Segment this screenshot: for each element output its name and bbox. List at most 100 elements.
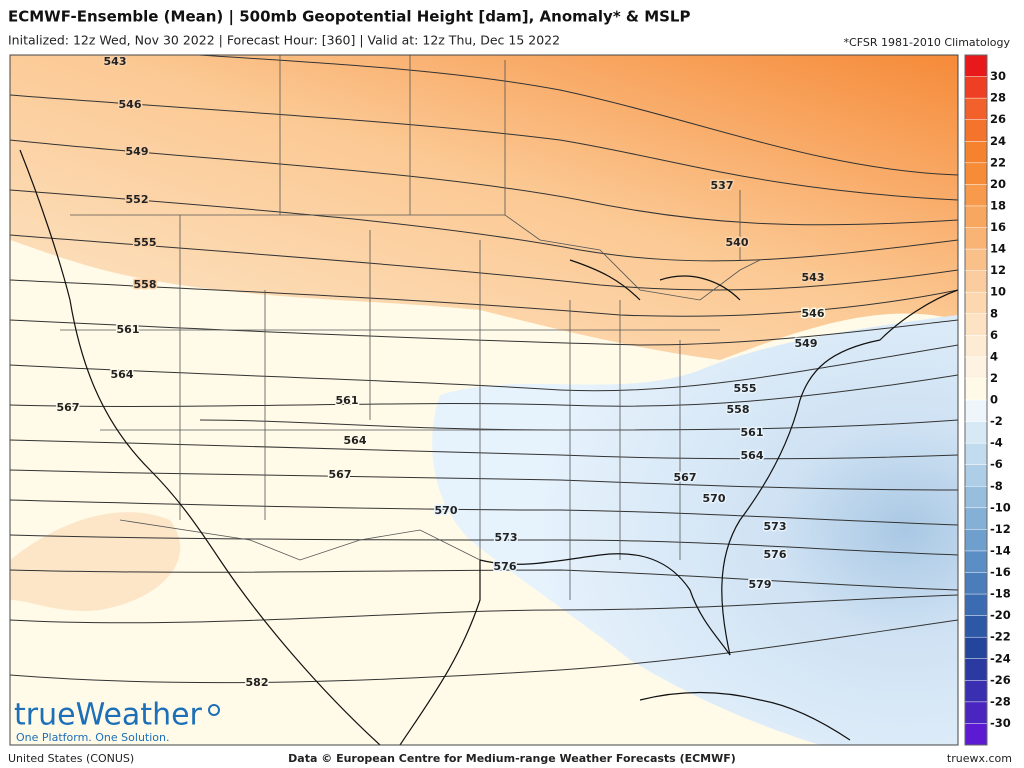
colorbar-label: 8: [990, 306, 998, 320]
contour-label: 558: [727, 403, 750, 416]
contour-label: 564: [111, 368, 134, 381]
colorbar-label: -10: [990, 500, 1011, 514]
colorbar-cell: [965, 443, 987, 466]
colorbar-label: -30: [990, 716, 1011, 730]
colorbar-cell: [965, 507, 987, 530]
colorbar-label: -8: [990, 479, 1003, 493]
contour-label: 567: [57, 401, 80, 414]
colorbar-label: 16: [990, 220, 1006, 234]
colorbar-cell: [965, 550, 987, 573]
contour-label: 561: [117, 323, 140, 336]
footer-credit: Data © European Centre for Medium-range …: [288, 752, 736, 765]
contour-label: 543: [104, 55, 127, 68]
contour-label: 564: [344, 434, 367, 447]
contour-label: 573: [495, 531, 518, 544]
colorbar-cell: [965, 701, 987, 724]
contour-label: 543: [802, 271, 825, 284]
contour-label: 549: [795, 337, 818, 350]
colorbar-cell: [965, 400, 987, 423]
contour-label: 576: [494, 560, 517, 573]
colorbar-cell: [965, 378, 987, 401]
colorbar-label: 10: [990, 285, 1006, 299]
colorbar-cell: [965, 270, 987, 293]
logo-name: trueWeather: [14, 698, 203, 733]
colorbar-cell: [965, 594, 987, 617]
colorbar-cell: [965, 313, 987, 336]
colorbar-label: 14: [990, 242, 1006, 256]
contour-label: 549: [126, 145, 149, 158]
colorbar-label: -2: [990, 414, 1003, 428]
colorbar-label: -4: [990, 436, 1003, 450]
logo-mark: [208, 704, 220, 716]
logo: trueWeather One Platform. One Solution.: [14, 698, 220, 744]
colorbar-label: -6: [990, 457, 1003, 471]
contour-label: 561: [741, 426, 764, 439]
colorbar-cell: [965, 227, 987, 250]
colorbar-label: 24: [990, 134, 1006, 148]
boundaries: [60, 55, 761, 600]
colorbar-label: 22: [990, 155, 1006, 169]
colorbar-cell: [965, 55, 987, 78]
colorbar-label: 28: [990, 91, 1006, 105]
climatology-note: *CFSR 1981-2010 Climatology: [844, 36, 1011, 49]
colorbar-label: -28: [990, 694, 1011, 708]
colorbar-label: 30: [990, 69, 1006, 83]
colorbar-label: 20: [990, 177, 1006, 191]
colorbar-cell: [965, 637, 987, 660]
contour-label: 555: [734, 382, 757, 395]
contour-label: 573: [764, 520, 787, 533]
contour-label: 567: [674, 471, 697, 484]
colorbar-cell: [965, 464, 987, 487]
colorbar-cell: [965, 162, 987, 185]
colorbar-cell: [965, 119, 987, 142]
colorbar-cell: [965, 76, 987, 99]
contour-label: 537: [711, 179, 734, 192]
colorbar-cell: [965, 723, 987, 746]
logo-tagline: One Platform. One Solution.: [16, 731, 169, 744]
colorbar-cell: [965, 615, 987, 638]
colorbar-cell: [965, 421, 987, 444]
colorbar-cell: [965, 292, 987, 315]
colorbar-label: -16: [990, 565, 1011, 579]
contour-label: 540: [726, 236, 749, 249]
contour-labels: 543 546 549 552 555 558 561 564 567 561 564 567 570 5…: [55, 54, 826, 691]
title: ECMWF-Ensemble (Mean) | 500mb Geopotenti…: [8, 8, 690, 27]
colorbar-label: -22: [990, 630, 1011, 644]
contour-label: 552: [126, 193, 149, 206]
contour-label: 546: [119, 98, 142, 111]
colorbar-label: 18: [990, 198, 1006, 212]
colorbar-cell: [965, 356, 987, 379]
contour-label: 555: [134, 236, 157, 249]
colorbar-label: 4: [990, 349, 998, 363]
contour-label: 546: [802, 307, 825, 320]
colorbar-cell: [965, 335, 987, 358]
colorbar-label: 2: [990, 371, 998, 385]
coastlines: [19, 149, 958, 745]
map-frame: [9, 54, 959, 746]
contour-label: 567: [329, 468, 352, 481]
colorbar-cell: [965, 572, 987, 595]
contour-label: 570: [435, 504, 458, 517]
colorbar-cell: [965, 658, 987, 681]
colorbar-label: 0: [990, 393, 998, 407]
colorbar-label: -18: [990, 587, 1011, 601]
contour-label: 561: [336, 394, 359, 407]
negative-anomaly: [432, 315, 958, 745]
positive-anomaly-west: [10, 512, 181, 612]
map-area: [10, 55, 958, 745]
colorbar-label: -24: [990, 651, 1011, 665]
colorbar-cell: [965, 141, 987, 164]
colorbar-cell: [965, 98, 987, 121]
colorbar: 302826242220181614121086420-2-4-6-8-10-1…: [964, 54, 1011, 746]
contour-label: 576: [764, 548, 787, 561]
colorbar-label: 26: [990, 112, 1006, 126]
footer-region: United States (CONUS): [8, 752, 134, 765]
contour-label: 570: [703, 492, 726, 505]
colorbar-cell: [965, 680, 987, 703]
colorbar-cell: [965, 529, 987, 552]
colorbar-label: -26: [990, 673, 1011, 687]
colorbar-cell: [965, 486, 987, 509]
colorbar-label: -20: [990, 608, 1011, 622]
